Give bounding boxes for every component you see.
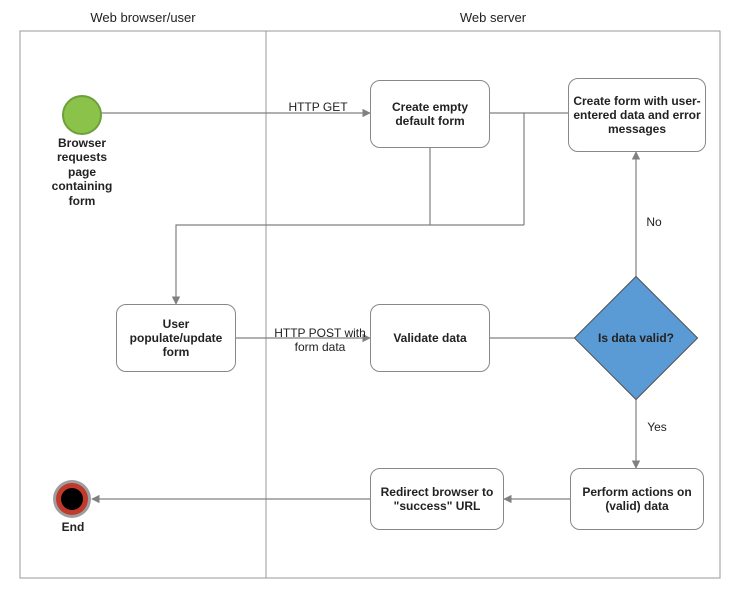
node-redirect: Redirect browser to "success" URL	[370, 468, 504, 530]
end-caption: End	[58, 520, 88, 534]
start-caption: Browserrequestspagecontainingform	[50, 136, 114, 208]
edge-branch-right	[490, 113, 524, 225]
label-http-post: HTTP POST with form data	[270, 326, 370, 355]
lane-header-left: Web browser/user	[20, 10, 266, 25]
decision-label: Is data valid?	[583, 331, 689, 345]
label-yes: Yes	[642, 420, 672, 434]
node-validate: Validate data	[370, 304, 490, 372]
label-http-get: HTTP GET	[278, 100, 358, 114]
node-perform: Perform actions on (valid) data	[570, 468, 704, 530]
start-node	[62, 95, 102, 135]
node-decision: Is data valid?	[592, 294, 680, 382]
edge-create-to-user	[176, 148, 430, 304]
lane-header-right: Web server	[266, 10, 720, 25]
node-create-empty: Create empty default form	[370, 80, 490, 148]
node-user-form: User populate/update form	[116, 304, 236, 372]
flowchart-canvas: Web browser/user Web server	[0, 0, 740, 591]
node-create-error-form: Create form with user-entered data and e…	[568, 78, 706, 152]
label-no: No	[642, 215, 666, 229]
end-node-core	[61, 488, 83, 510]
